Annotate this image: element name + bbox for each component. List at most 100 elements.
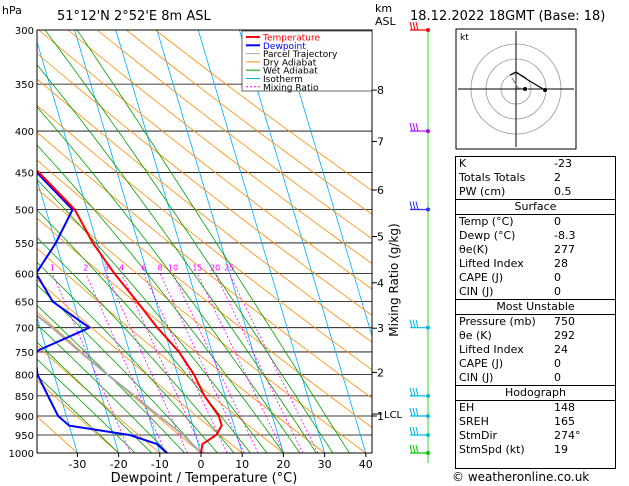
pressure-tick-label: 700 — [15, 324, 34, 335]
pressure-tick-label: 500 — [15, 205, 34, 216]
wind-barb-flag — [409, 21, 413, 31]
mixing-ratio-line — [121, 273, 204, 453]
mixing-ratio-line — [52, 273, 131, 453]
wet-adiabat — [76, 30, 350, 453]
mixing-ratio-tick-label: 4 — [119, 264, 124, 273]
x-tick-label: -10 — [151, 458, 169, 471]
x-tick-label: 10 — [235, 458, 249, 471]
wet-adiabat — [44, 30, 334, 453]
dry-adiabat — [37, 311, 202, 453]
dry-adiabat — [37, 78, 372, 343]
dry-adiabat — [96, 30, 372, 240]
indices-panel: K -23 Totals Totals 2 PW (cm) 0.5 Surface T… — [455, 156, 616, 469]
grid-lines — [37, 30, 372, 453]
mixing-ratio-line — [143, 273, 228, 453]
km-label: km — [375, 2, 392, 15]
wet-adiabat — [37, 304, 185, 453]
wind-barb-flag — [409, 426, 413, 436]
x-tick-label: 0 — [198, 458, 205, 471]
km-tick-label: 8 — [377, 84, 384, 97]
index-row: Totals Totals 2 — [459, 171, 561, 184]
wind-barb-flag — [409, 407, 413, 417]
indices-top: K -23 Totals Totals 2 PW (cm) 0.5 — [456, 157, 615, 200]
wind-barb-flag — [415, 201, 419, 210]
index-row: CAPE (J) 0 — [459, 357, 561, 370]
wet-adiabat — [37, 64, 317, 453]
mixing-ratio-line — [172, 273, 259, 453]
dry-adiabat — [37, 104, 372, 371]
wet-adiabat — [37, 209, 251, 453]
wind-barb-flag — [415, 319, 419, 328]
mixing-ratio-line — [159, 273, 245, 453]
mixing-ratio-tick-label: 3 — [104, 264, 109, 273]
mixing-ratio-tick-label: 8 — [157, 264, 162, 273]
wind-barb-flag — [415, 122, 419, 132]
wind-barb-flag — [412, 444, 416, 454]
surface-title: Surface — [456, 200, 615, 215]
wind-barb-flag — [412, 21, 416, 31]
legend-label: Mixing Ratio — [263, 83, 319, 93]
isotherm-line — [74, 30, 202, 453]
wind-barb-dot — [426, 325, 430, 330]
pressure-tick-label: 300 — [15, 26, 34, 37]
pressure-tick-label: 850 — [15, 392, 34, 403]
wind-barb-dot — [426, 413, 430, 418]
km-tick-label: 4 — [377, 277, 384, 290]
index-row: SREH 165 — [459, 415, 575, 428]
wind-barbs — [409, 21, 430, 463]
pressure-tick-label: 750 — [15, 348, 34, 359]
dry-adiabat — [37, 131, 372, 399]
wind-barb-flag — [415, 407, 419, 417]
most-unstable-title: Most Unstable — [456, 300, 615, 315]
wind-barb-dot — [426, 129, 430, 134]
legend-label: Temperature — [262, 34, 320, 44]
wind-barb-dot — [426, 451, 430, 455]
surface-section: Surface Temp (°C) 0 Dewp (°C) -8.3 θe(K) 27… — [456, 200, 615, 300]
km-tick-label: 2 — [377, 366, 384, 379]
legend-label: Isotherm — [263, 75, 303, 85]
hodograph-title: Hodograph — [456, 386, 615, 401]
index-row: θe(K) 277 — [459, 243, 575, 256]
mixing-ratio-tick-label: 25 — [224, 264, 234, 273]
x-tick-label: 20 — [276, 458, 290, 471]
pressure-tick-label: 1000 — [9, 449, 34, 460]
wind-barb-flag — [415, 444, 419, 454]
index-row: CAPE (J) 0 — [459, 271, 561, 284]
wind-barb-flag — [412, 407, 416, 417]
x-tick-label: -30 — [68, 458, 86, 471]
index-row: CIN (J) 0 — [459, 285, 561, 298]
temperature-curve — [37, 169, 223, 453]
index-row: K -23 — [459, 157, 572, 170]
dry-adiabat — [37, 159, 372, 428]
pressure-tick-label: 800 — [15, 371, 34, 382]
wet-adiabat — [37, 358, 136, 453]
wind-barb-flag — [412, 201, 416, 210]
pressure-tick-label: 600 — [15, 270, 34, 281]
mixing-ratio-tick-label: 15 — [192, 264, 202, 273]
x-tick-label: 30 — [318, 458, 332, 471]
km-tick-label: 7 — [377, 135, 384, 148]
mixing-ratio-labels: 1 2 3 4 6 8 10 15 20 25 — [50, 264, 234, 273]
parcel-trajectory-curve — [37, 314, 202, 453]
isotherm-line — [197, 30, 325, 453]
location-label: 51°12'N 2°52'E 8m ASL — [57, 9, 211, 24]
wind-barb-flag — [409, 387, 413, 397]
dry-adiabat — [155, 30, 372, 192]
hodograph-end-dot — [543, 88, 547, 92]
hodograph-storm-dot — [523, 87, 527, 91]
wet-adiabat — [37, 237, 235, 453]
index-row: EH 148 — [459, 401, 575, 414]
x-axis-label: Dewpoint / Temperature (°C) — [111, 471, 298, 486]
legend-label: Dry Adiabat — [263, 58, 317, 68]
hpa-label: hPa — [2, 4, 22, 17]
mixing-ratio-tick-label: 20 — [210, 264, 220, 273]
dry-adiabat — [126, 30, 372, 215]
index-row: Pressure (mb) 750 — [459, 315, 575, 328]
wet-adiabat — [37, 261, 218, 453]
wet-adiabat — [37, 106, 301, 453]
wind-barb-flag — [412, 387, 416, 397]
dewpoint-curve — [37, 171, 168, 453]
asl-label: ASL — [375, 15, 397, 28]
credit-label: © weatheronline.co.uk — [452, 470, 590, 484]
